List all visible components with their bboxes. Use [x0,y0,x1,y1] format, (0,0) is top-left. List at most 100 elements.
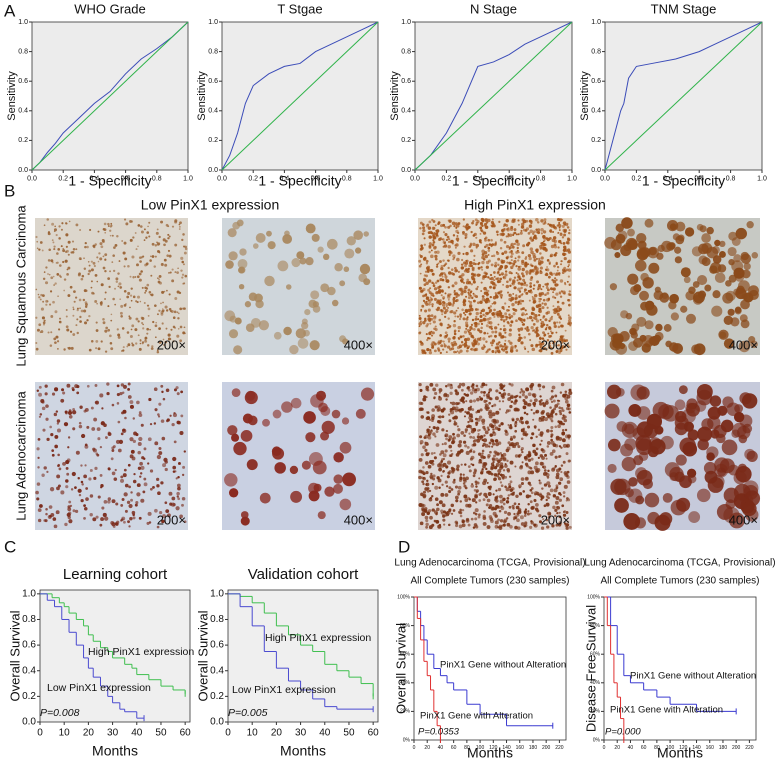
nucleus [62,462,66,466]
nucleus [444,344,447,347]
nucleus [174,440,177,443]
nucleus [106,382,109,385]
nucleus [61,229,63,231]
nucleus [541,456,545,460]
nucleus [529,224,531,226]
nucleus [465,400,467,402]
nucleus [554,283,558,287]
nucleus [431,524,434,527]
y-tick-label: 0.2 [18,137,28,144]
nucleus [439,415,442,418]
nucleus [490,326,492,328]
nucleus [556,262,558,264]
nucleus [505,430,508,433]
x-tick-label: 0 [413,745,416,751]
nucleus [422,494,426,498]
nucleus [38,393,42,397]
nucleus [113,525,116,528]
nucleus [169,415,171,417]
nucleus [57,348,59,350]
nucleus [669,294,679,304]
nucleus [501,423,504,426]
nucleus [532,307,536,311]
nucleus [463,225,465,227]
nucleus [122,429,125,432]
nucleus [524,258,526,260]
nucleus [442,301,445,304]
nucleus [442,259,444,261]
nucleus [454,415,458,419]
y-tick-label: 0.0 [210,717,224,728]
nucleus [148,437,152,441]
nucleus [453,423,456,426]
nucleus [522,393,525,396]
nucleus [645,493,660,508]
nucleus [484,255,488,259]
nucleus [174,221,177,224]
nucleus [507,512,511,516]
nucleus [52,301,55,304]
nucleus [566,452,569,455]
nucleus [635,435,651,451]
nucleus [432,331,435,334]
nucleus [101,301,103,303]
nucleus [179,224,181,226]
nucleus [532,348,536,352]
nucleus [266,231,272,237]
nucleus [431,463,434,466]
nucleus [137,296,140,299]
nucleus [562,423,565,426]
nucleus [521,312,524,315]
nucleus [492,464,494,466]
nucleus [470,326,473,329]
nucleus [532,296,534,298]
y-tick-label: 0.8 [591,48,601,55]
nucleus [562,409,565,412]
nucleus [568,316,571,319]
nucleus [420,415,424,419]
nucleus [501,233,504,236]
nucleus [131,256,134,259]
nucleus [567,248,570,251]
y-tick-label: 0.2 [401,137,411,144]
nucleus [453,324,456,327]
nucleus [524,262,527,265]
nucleus [158,236,160,238]
nucleus [35,289,37,291]
nucleus [678,234,685,241]
nucleus [477,342,480,345]
nucleus [147,462,149,464]
nucleus [546,266,548,268]
nucleus [462,523,466,527]
nucleus [534,398,538,402]
nucleus [43,519,46,522]
nucleus [91,427,95,431]
nucleus [70,331,72,333]
nucleus [518,336,521,339]
nucleus [35,236,37,238]
nucleus [477,410,480,413]
nucleus [443,510,446,513]
nucleus [567,237,570,240]
nucleus [323,254,329,260]
nucleus [68,347,71,350]
nucleus [542,402,544,404]
nucleus [447,295,450,298]
nucleus [492,431,495,434]
nucleus [505,318,507,320]
nucleus [85,305,87,307]
nucleus [559,229,561,231]
nucleus [455,292,458,295]
nucleus [419,383,422,386]
nucleus [104,298,106,300]
nucleus [446,430,448,432]
nucleus [181,239,183,241]
nucleus [500,294,503,297]
nucleus [54,226,56,228]
nucleus [436,430,439,433]
x-tick-label: 30 [295,728,307,739]
nucleus [604,237,616,249]
nucleus [530,467,532,469]
nucleus [455,521,458,524]
nucleus [719,332,726,339]
